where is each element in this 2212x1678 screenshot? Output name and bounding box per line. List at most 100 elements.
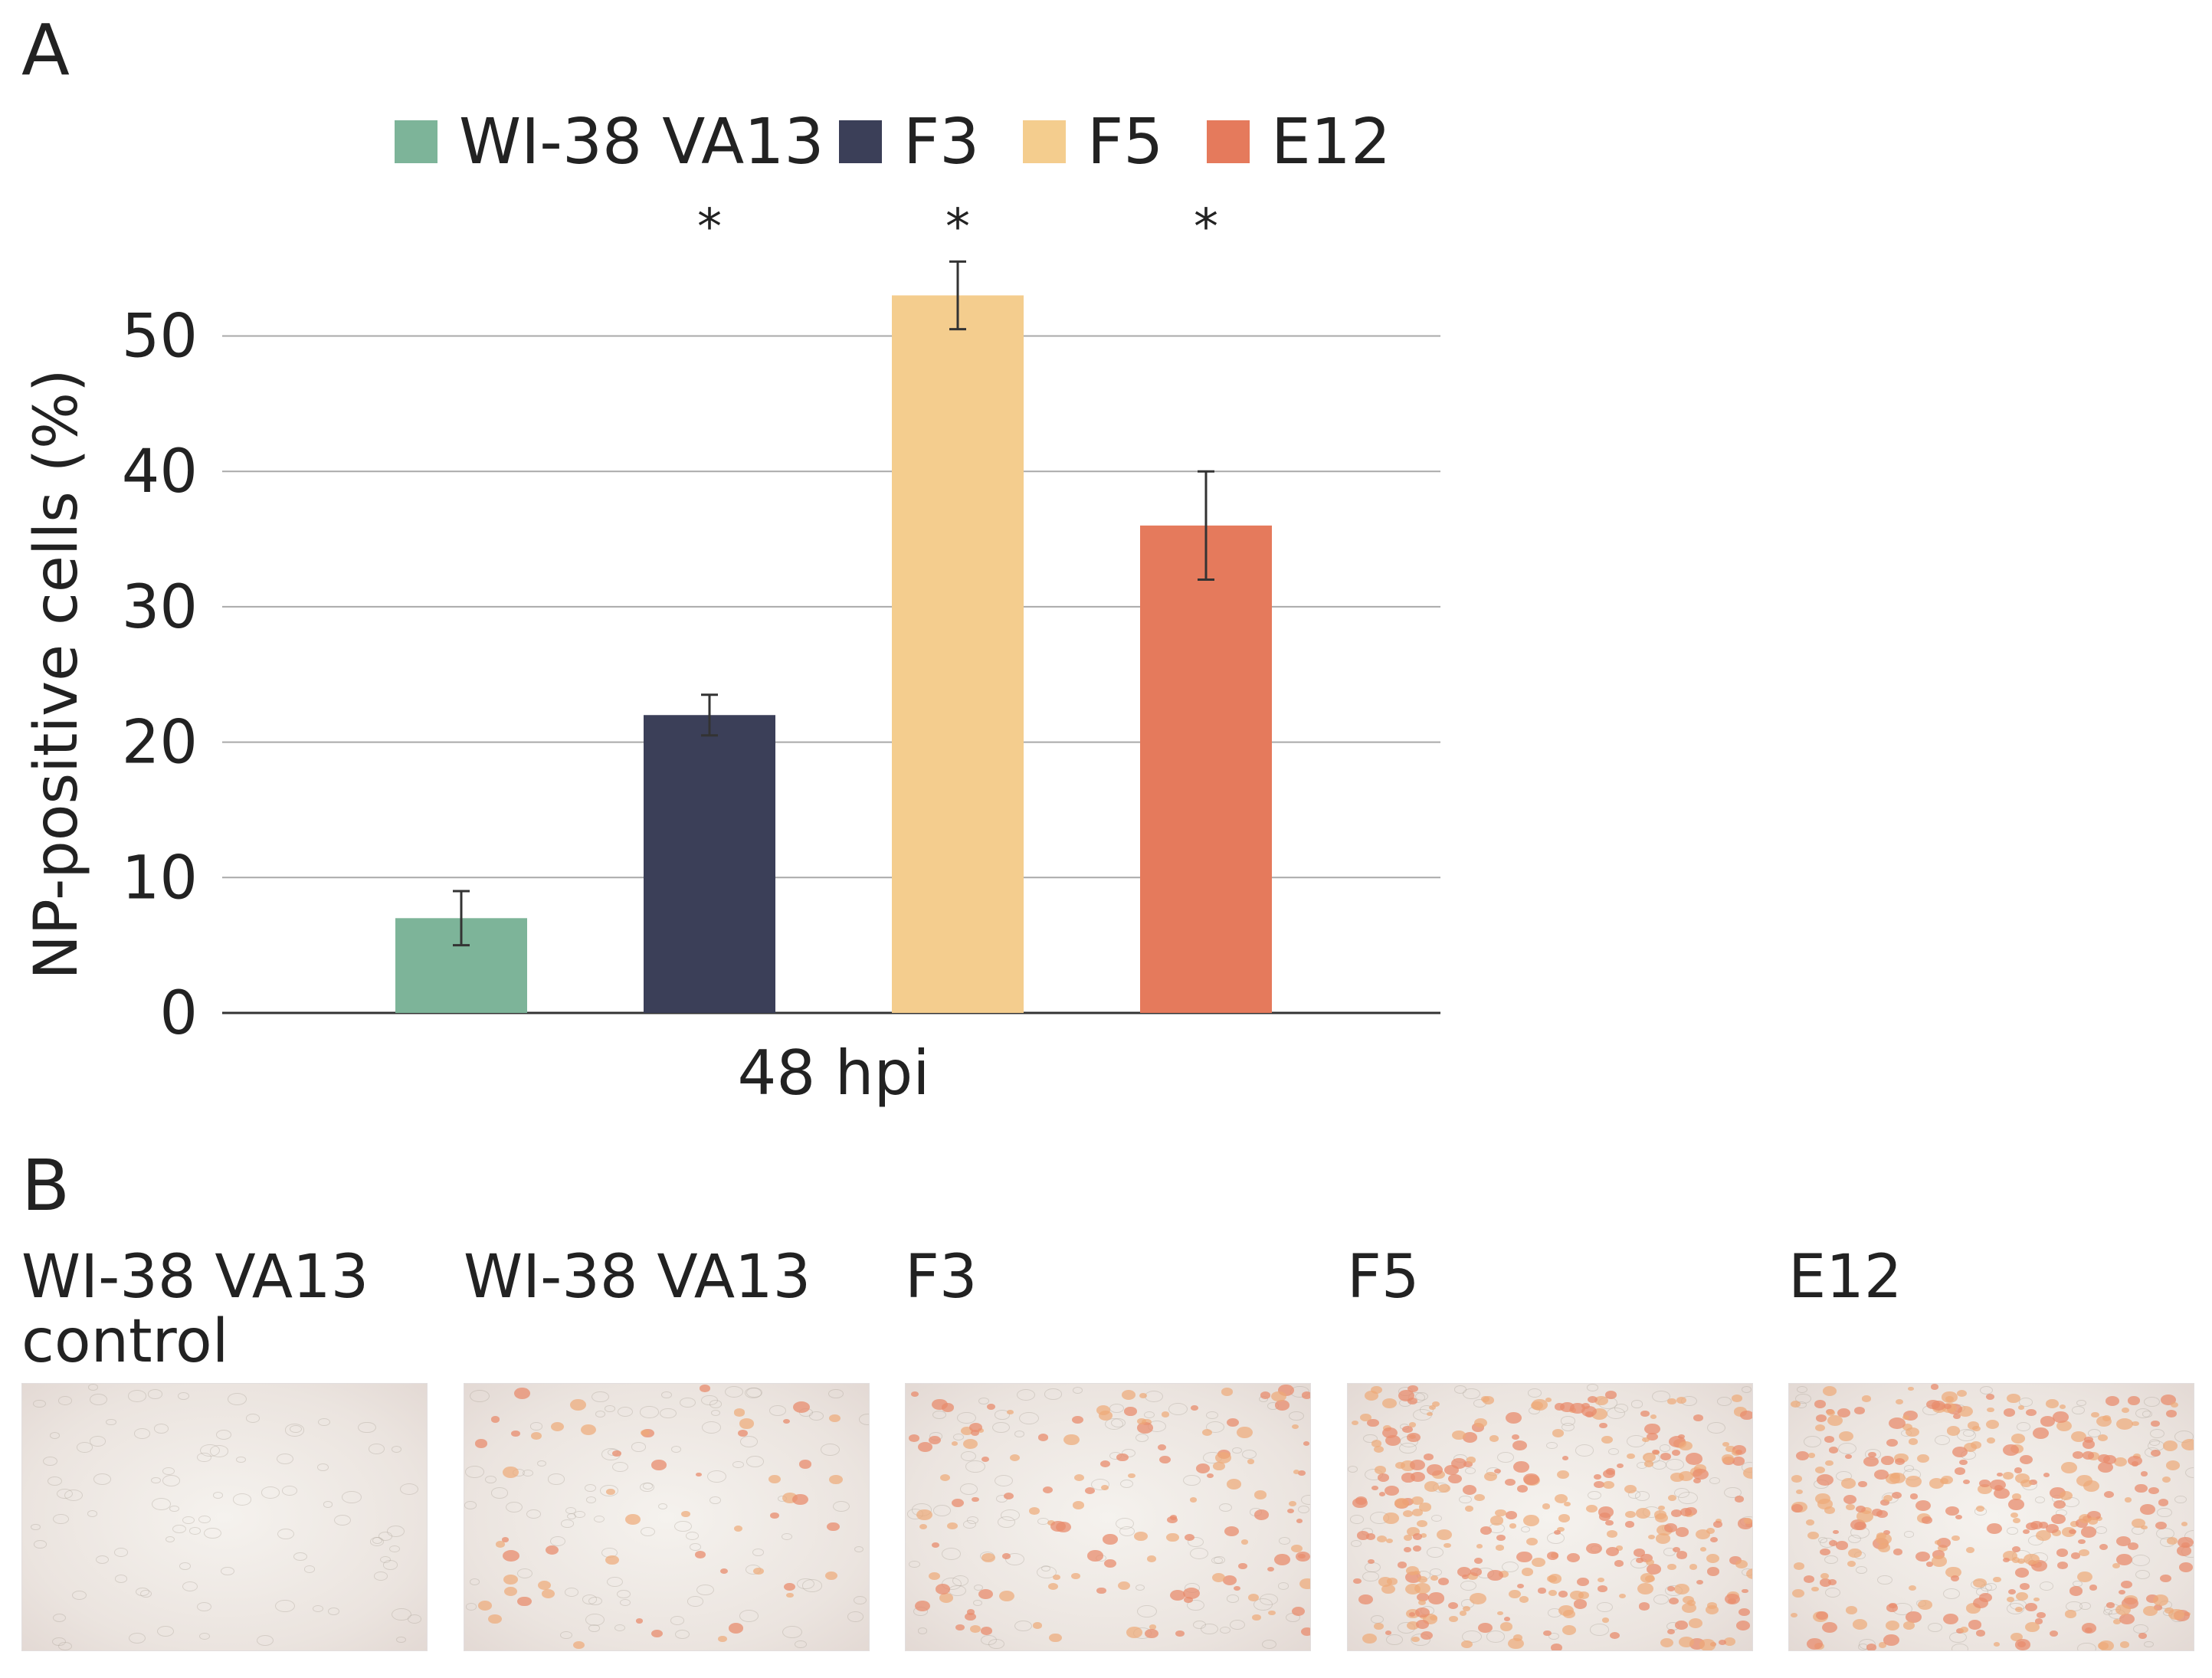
cell-outline (1465, 1467, 1476, 1475)
stained-cell (1136, 1417, 1146, 1424)
cell-outline (277, 1454, 294, 1465)
stained-cell (1819, 1578, 1832, 1587)
stained-cell (1677, 1434, 1685, 1440)
stained-cell (2181, 1542, 2191, 1549)
bar-chart: WI-38 VA13 F3 F5 E12 0 10 20 30 40 50 * * * NP-pos… (22, 106, 1440, 1109)
stained-cell (1570, 1403, 1585, 1414)
cell-outline (992, 1421, 1010, 1434)
cell-outline (220, 1566, 234, 1576)
stained-cell (1438, 1484, 1450, 1493)
cell-outline (113, 1547, 129, 1557)
cell-outline (709, 1496, 722, 1504)
stained-cell (1668, 1597, 1679, 1605)
cell-outline (782, 1626, 802, 1639)
cell-outline (1230, 1620, 1246, 1630)
stained-cell (1394, 1461, 1406, 1470)
stained-cell (2013, 1518, 2020, 1523)
stained-cell (1096, 1587, 1106, 1594)
cell-outline (236, 1456, 246, 1463)
cell-outline (959, 1483, 978, 1495)
cell-outline (1463, 1388, 1480, 1400)
cell-outline (809, 1411, 824, 1421)
stained-cell (1856, 1506, 1866, 1513)
stained-cell (1667, 1628, 1676, 1634)
stained-cell (1873, 1469, 1889, 1480)
cell-outline (147, 1389, 163, 1399)
stained-cell (908, 1434, 919, 1442)
stained-cell (681, 1510, 691, 1518)
stained-cell (1843, 1494, 1857, 1505)
stained-cell (1945, 1395, 1954, 1402)
stained-cell (1883, 1634, 1899, 1646)
cell-outline (1189, 1548, 1209, 1560)
cell-outline (2157, 1507, 2172, 1518)
cell-outline (182, 1581, 198, 1592)
cell-outline (1652, 1390, 1670, 1402)
stained-cell (1470, 1568, 1482, 1576)
stained-cell (1373, 1623, 1384, 1630)
stained-cell (1795, 1450, 1810, 1460)
stained-cell (1552, 1429, 1565, 1437)
stained-cell (1002, 1553, 1011, 1560)
stained-cell (1460, 1611, 1467, 1616)
stained-cell (1605, 1468, 1615, 1475)
stained-cell (1614, 1560, 1624, 1567)
stained-cell (2059, 1404, 2066, 1409)
stained-cell (1548, 1589, 1558, 1596)
stained-cell (474, 1439, 488, 1448)
stained-cell (829, 1414, 841, 1423)
stained-cell (986, 1403, 996, 1410)
stained-cell (1511, 1434, 1519, 1440)
cell-outline (658, 1503, 668, 1509)
cell-outline (978, 1397, 989, 1404)
stained-cell (1957, 1390, 1968, 1398)
stained-cell (1096, 1405, 1111, 1415)
stained-cell (1835, 1541, 1849, 1550)
stained-cell (1979, 1479, 1991, 1488)
stained-cell (2155, 1521, 2167, 1530)
cell-outline (327, 1607, 340, 1616)
stained-cell (2053, 1499, 2066, 1509)
stained-cell (951, 1440, 959, 1446)
stained-cell (1517, 1584, 1524, 1588)
stained-cell (1577, 1578, 1589, 1587)
stained-cell (1299, 1578, 1310, 1590)
stained-cell (1878, 1642, 1886, 1648)
stained-cell (1880, 1499, 1889, 1506)
stained-cell (1384, 1486, 1399, 1496)
stained-cell (1952, 1446, 1968, 1457)
stained-cell (1557, 1470, 1569, 1480)
stained-cell (1430, 1575, 1438, 1581)
stained-cell (1247, 1459, 1255, 1465)
stained-cell (1598, 1585, 1607, 1592)
photo-label: E12 (1788, 1243, 1902, 1312)
stained-cell (695, 1472, 702, 1477)
legend-swatch (395, 120, 437, 163)
stained-cell (1386, 1578, 1398, 1586)
cell-outline (854, 1545, 863, 1552)
stained-cell (1371, 1440, 1382, 1447)
cell-outline (670, 1615, 685, 1625)
stained-cell (1449, 1615, 1459, 1622)
cell-outline (34, 1540, 47, 1549)
cell-outline (323, 1501, 333, 1508)
stained-cell (1532, 1557, 1545, 1568)
stained-cell (793, 1401, 811, 1414)
cell-outline (1942, 1588, 1960, 1600)
stained-cell (1408, 1422, 1417, 1428)
stained-cell (1692, 1468, 1709, 1480)
stained-cell (1371, 1386, 1382, 1395)
cell-outline (1561, 1422, 1575, 1431)
stained-cell (1122, 1390, 1136, 1400)
stained-cell (980, 1627, 992, 1635)
cell-outline (2007, 1526, 2019, 1535)
stained-cell (1436, 1529, 1452, 1541)
stained-cell (1845, 1503, 1855, 1511)
cell-outline (690, 1542, 702, 1551)
stained-cell (916, 1509, 932, 1521)
stained-cell (1063, 1434, 1080, 1446)
y-tick-label: 30 (122, 573, 198, 642)
stained-cell (2007, 1393, 2020, 1404)
cell-outline (606, 1576, 624, 1588)
stained-cell (1648, 1535, 1656, 1540)
